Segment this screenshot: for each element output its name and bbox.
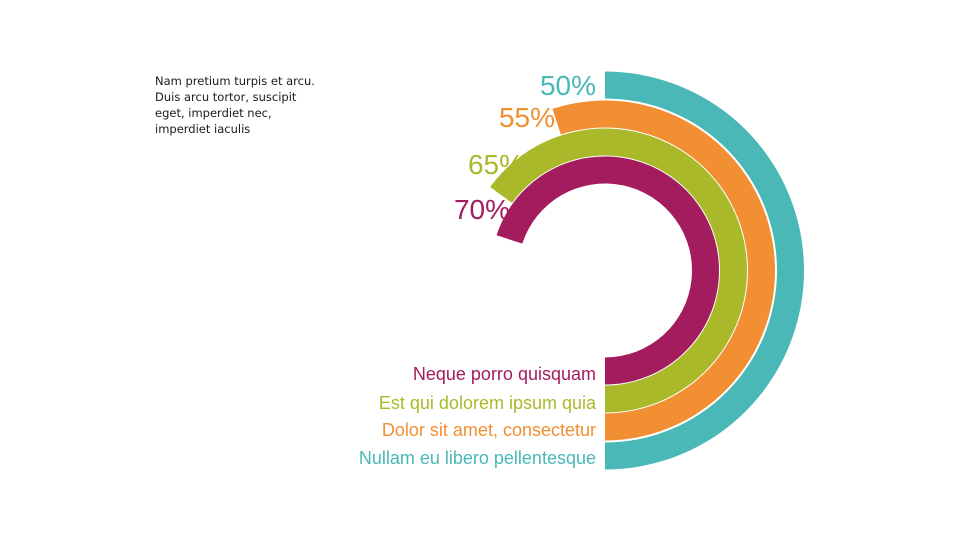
series-label-2: Dolor sit amet, consectetur [382, 420, 596, 440]
value-label-1: 50% [540, 70, 596, 101]
value-label-4: 70% [454, 194, 510, 225]
series-label-4: Neque porro quisquam [413, 364, 596, 384]
series-label-1: Nullam eu libero pellentesque [359, 448, 596, 468]
series-label-3: Est qui dolorem ipsum quia [379, 393, 597, 413]
radial-bar-1 [605, 71, 805, 470]
value-label-2: 55% [499, 102, 555, 133]
radial-bar-4 [496, 156, 719, 385]
value-label-3: 65% [468, 149, 524, 180]
body-text: Nam pretium turpis et arcu. Duis arcu to… [155, 74, 315, 136]
